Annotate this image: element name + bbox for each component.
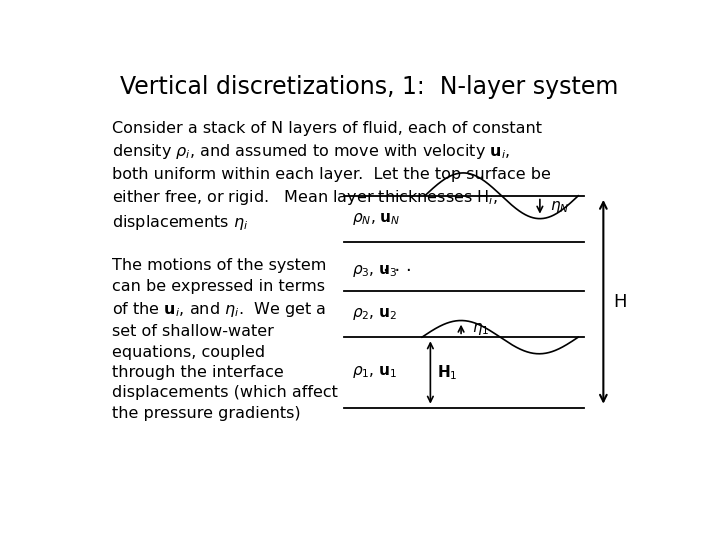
- Text: H$_1$: H$_1$: [437, 363, 458, 382]
- Text: $\rho_1$, $\mathbf{u}_1$: $\rho_1$, $\mathbf{u}_1$: [352, 364, 397, 381]
- Text: $\eta_N$: $\eta_N$: [550, 199, 570, 215]
- Text: The motions of the system
can be expressed in terms
of the $\mathbf{u}_i$, and $: The motions of the system can be express…: [112, 258, 338, 421]
- Text: H: H: [613, 293, 627, 311]
- Text: $\rho_2$, $\mathbf{u}_2$: $\rho_2$, $\mathbf{u}_2$: [352, 306, 397, 322]
- Text: $\eta_1$: $\eta_1$: [472, 321, 490, 337]
- Text: Vertical discretizations, 1:  N-layer system: Vertical discretizations, 1: N-layer sys…: [120, 75, 618, 99]
- Text: . . .: . . .: [383, 258, 412, 275]
- Text: $\rho_N$, $\mathbf{u}_N$: $\rho_N$, $\mathbf{u}_N$: [352, 211, 401, 227]
- Text: $\rho_3$, $\mathbf{u}_3$: $\rho_3$, $\mathbf{u}_3$: [352, 262, 397, 279]
- Text: Consider a stack of N layers of fluid, each of constant
density $\rho_i$, and as: Consider a stack of N layers of fluid, e…: [112, 121, 552, 232]
